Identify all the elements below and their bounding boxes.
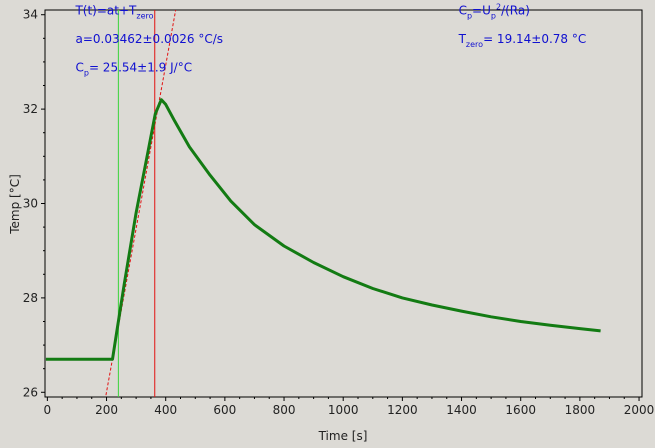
annotation-text: a=0.03462±0.0026 °C/s <box>75 32 223 46</box>
annotation-part: p <box>467 12 472 21</box>
x-tick-label: 2000 <box>624 403 655 417</box>
vertical-markers <box>117 10 156 397</box>
annotation-part: a=0.03462±0.0026 °C/s <box>75 32 223 46</box>
annotation-part: = 19.14±0.78 °C <box>483 32 586 46</box>
annotation-text: T(t)=at+Tzero <box>74 4 153 21</box>
x-tick-label: 1400 <box>446 403 477 417</box>
y-axis-title: Temp [°C] <box>8 174 22 235</box>
x-tick-label: 200 <box>95 403 118 417</box>
y-tick-label: 26 <box>23 385 38 399</box>
x-tick-label: 1600 <box>505 403 536 417</box>
x-axis: 0 200 400 600 800 1000 1200 1400 1600 1800 2000 <box>44 397 655 417</box>
annotation-part: T <box>458 32 467 46</box>
annotation-part: zero <box>466 40 483 49</box>
x-tick-label: 600 <box>213 403 236 417</box>
x-axis-title: Time [s] <box>318 429 368 443</box>
plot-area <box>44 9 643 398</box>
y-tick-label: 32 <box>23 102 38 116</box>
annotation-text: Cp= 25.54±1.9 J/°C <box>75 60 192 77</box>
annotation-part: p <box>491 12 496 21</box>
y-tick-label: 30 <box>23 197 38 211</box>
x-tick-label: 800 <box>273 403 296 417</box>
x-tick-label: 0 <box>44 403 52 417</box>
annotation-part: p <box>84 68 89 77</box>
annotation-part: C <box>459 4 467 18</box>
y-tick-label: 34 <box>23 8 38 22</box>
annotation-part: =U <box>472 4 491 18</box>
annotation-part: zero <box>136 12 153 21</box>
x-tick-label: 400 <box>154 403 177 417</box>
annotation-part: T(t)=at+T <box>74 4 137 18</box>
annotation-text: Tzero= 19.14±0.78 °C <box>458 32 587 49</box>
y-tick-label: 28 <box>23 291 38 305</box>
x-tick-label: 1200 <box>387 403 418 417</box>
x-tick-label: 1000 <box>328 403 359 417</box>
annotation-part: 2 <box>496 3 501 12</box>
annotation-text: Cp=Up2/(Ra) <box>459 3 530 21</box>
y-axis: 26 28 30 32 34 <box>23 8 45 399</box>
series-group <box>45 98 601 361</box>
x-tick-label: 1800 <box>565 403 596 417</box>
temperature-series-line <box>45 98 601 361</box>
annotation-part: /(Ra) <box>501 4 530 18</box>
annotation-part: = 25.54±1.9 J/°C <box>89 60 192 74</box>
annotation-part: C <box>75 60 83 74</box>
